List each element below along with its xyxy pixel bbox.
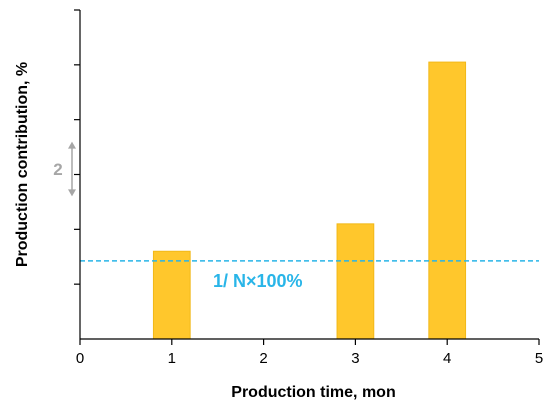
x-tick-label-3: 3 [351, 350, 359, 367]
scale-marker-label: 2 [53, 160, 62, 179]
scale-marker-arrow-up [68, 141, 76, 149]
x-axis-title: Production time, mon [231, 384, 395, 401]
axes-group [79, 10, 539, 340]
scale-marker-group [68, 141, 76, 197]
scale-marker-arrow-down [68, 189, 76, 197]
x-tick-label-2: 2 [259, 350, 267, 367]
x-tick-label-4: 4 [443, 350, 451, 367]
x-ticks-group: 0 1 2 3 4 5 [76, 339, 543, 367]
bars-group [152, 61, 467, 340]
bar-2 [336, 223, 375, 340]
x-tick-label-1: 1 [168, 350, 176, 367]
reference-line-label: 1/ N×100% [213, 271, 303, 291]
y-axis-title: Production contribution, % [14, 62, 31, 267]
bar-1 [152, 250, 191, 340]
y-ticks-group [74, 9, 80, 285]
x-tick-label-5: 5 [535, 350, 543, 367]
x-tick-label-0: 0 [76, 350, 84, 367]
bar-3 [428, 61, 467, 340]
